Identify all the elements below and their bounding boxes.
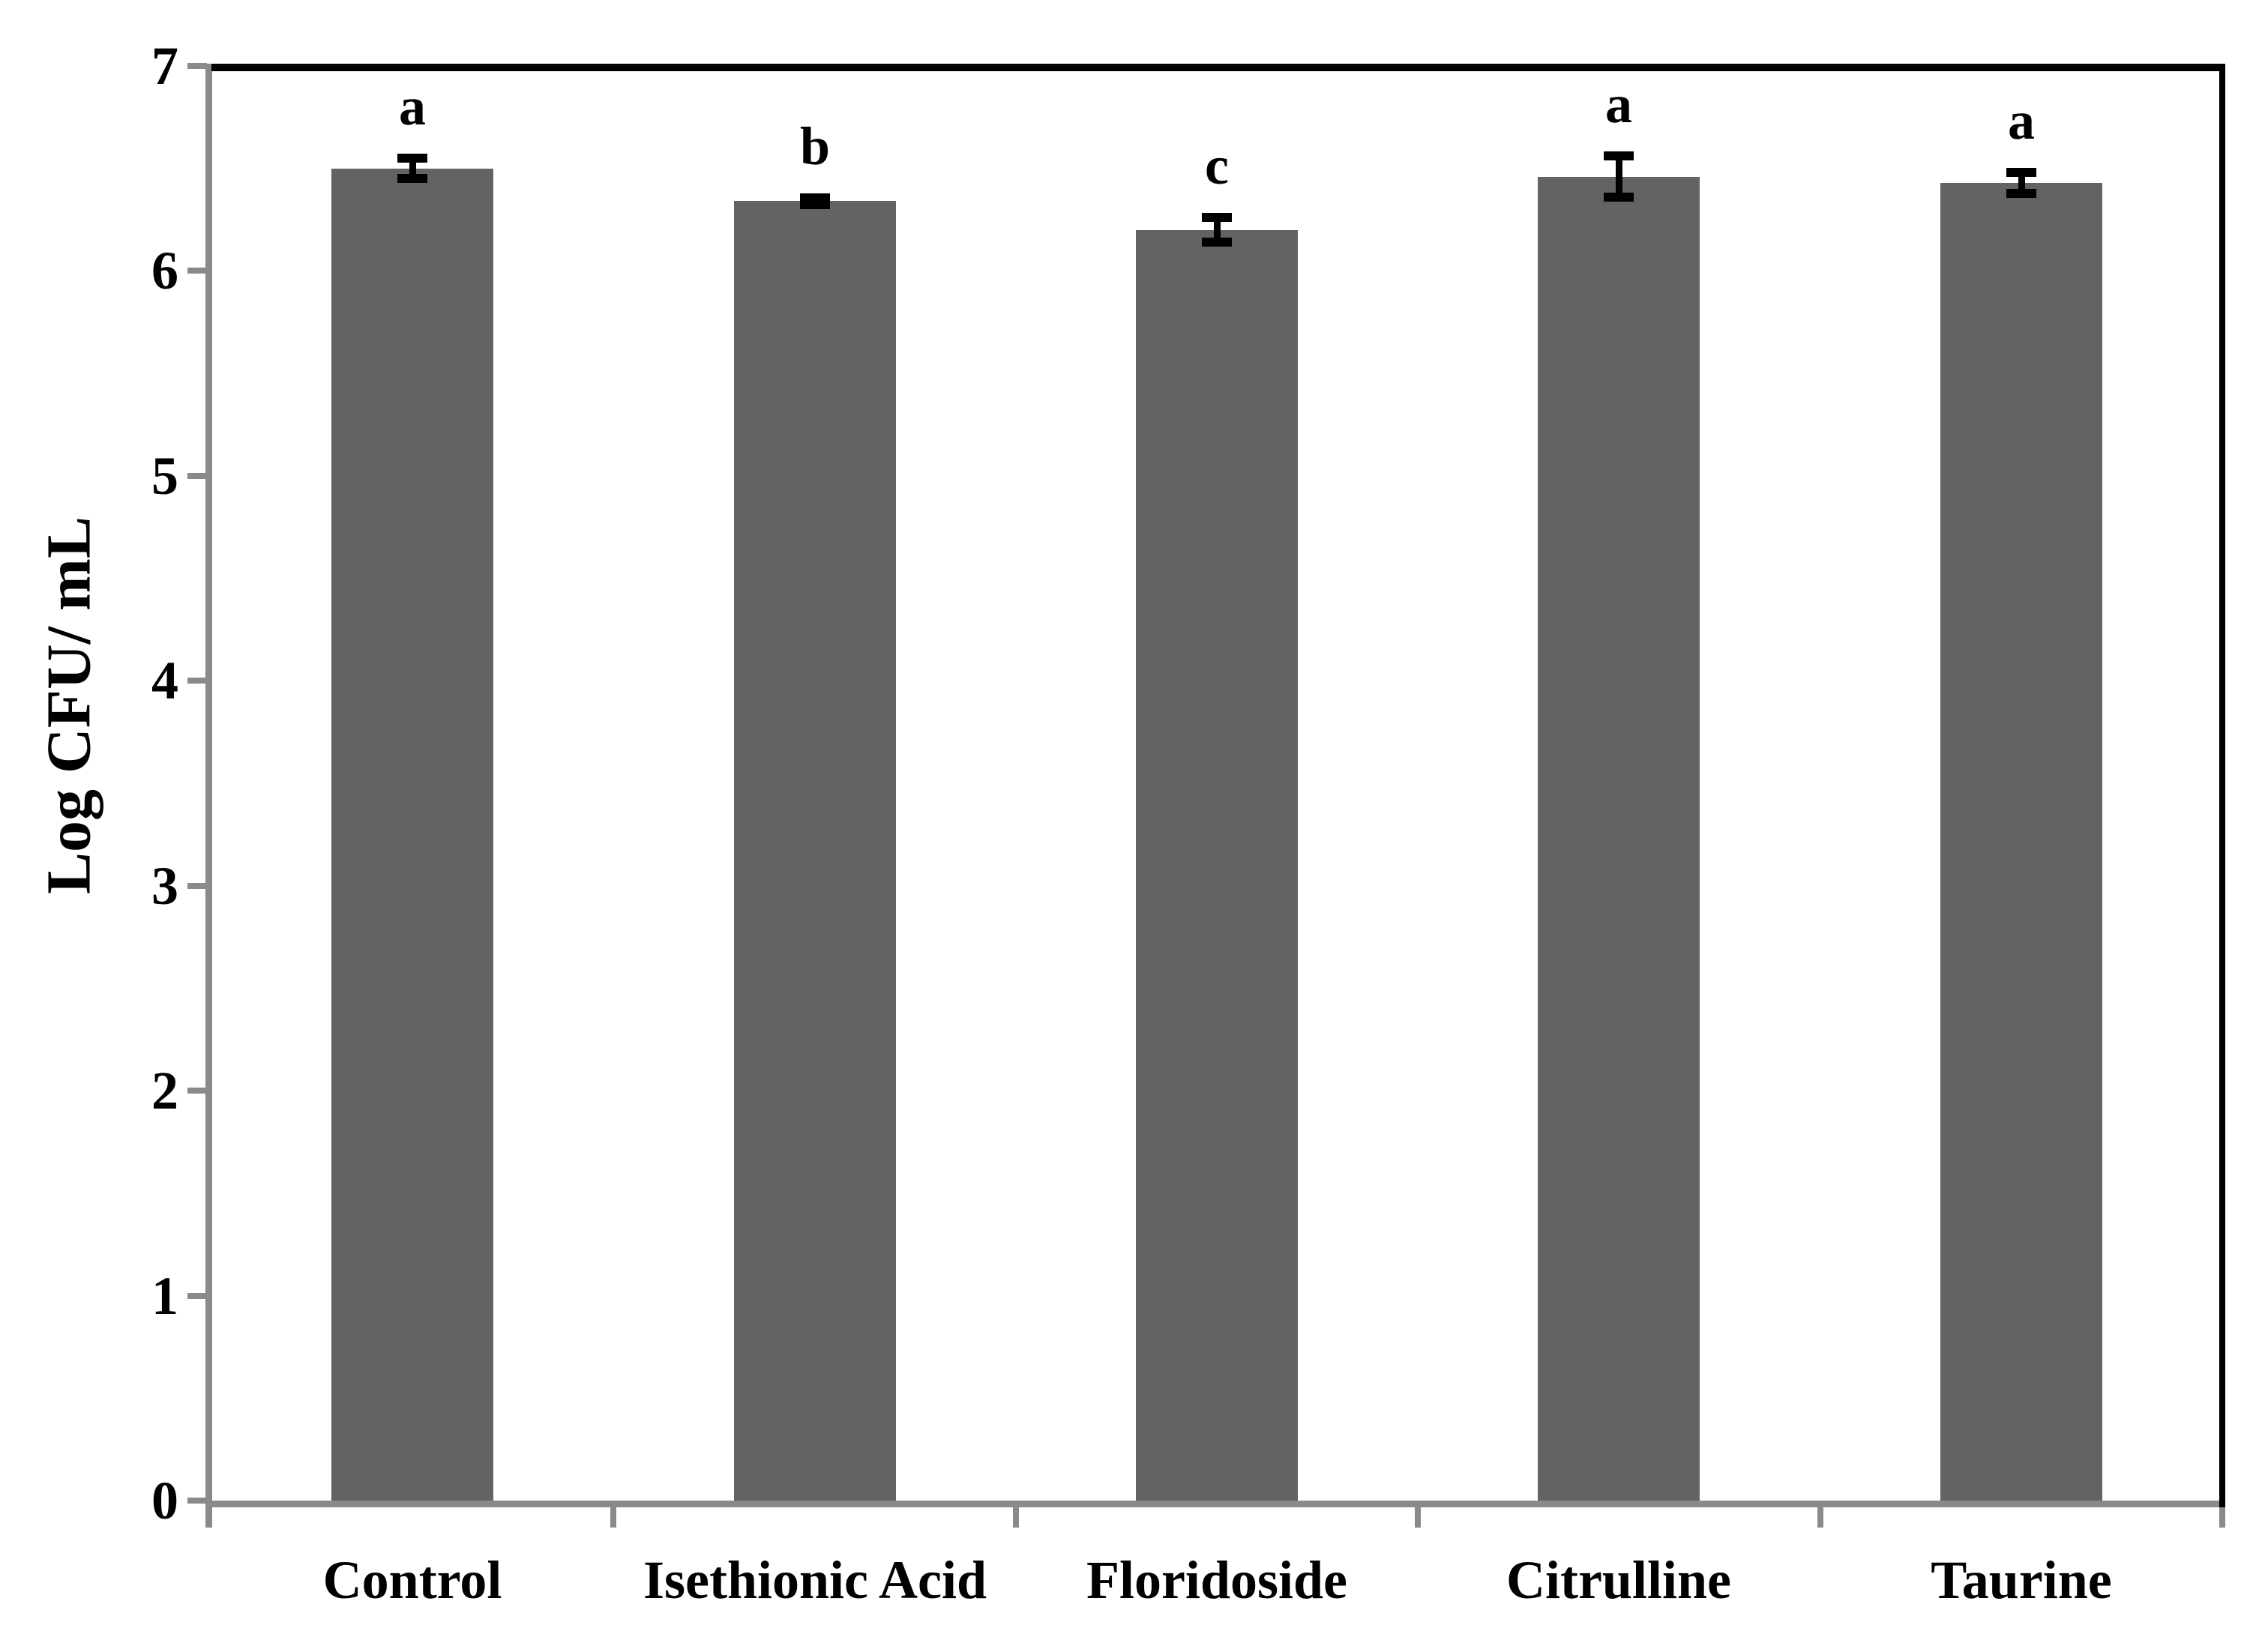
x-tick-label: Isethionic Acid (643, 1550, 987, 1610)
bar-citrulline (1538, 177, 1700, 1501)
error-bar-line (409, 158, 416, 178)
error-bar-cap-bottom (397, 174, 427, 183)
y-tick-label: 4 (151, 651, 178, 711)
error-bar-cap-bottom (1202, 238, 1232, 247)
y-tick (187, 473, 207, 479)
x-tick (2219, 1507, 2225, 1528)
y-tick-label: 0 (151, 1471, 178, 1531)
sig-letter: a (2008, 91, 2035, 151)
bar-isethionic-acid (734, 201, 896, 1501)
y-axis-line (205, 64, 212, 1528)
x-tick (1817, 1507, 1823, 1528)
y-tick-label: 5 (151, 446, 178, 506)
error-bar-cap-bottom (2006, 189, 2036, 198)
y-tick (187, 63, 207, 69)
sig-letter: b (799, 116, 831, 176)
x-tick-label: Control (322, 1550, 502, 1610)
bar-control (331, 169, 493, 1501)
error-bar-line (1616, 156, 1622, 197)
error-bar-line (2018, 172, 2025, 193)
error-bar-cap-top (2006, 168, 2036, 177)
y-tick (187, 883, 207, 889)
x-tick-label: Citrulline (1506, 1550, 1731, 1610)
plot-right-border (2219, 64, 2225, 1507)
y-tick-label: 6 (151, 241, 178, 301)
x-tick-label: Floridoside (1086, 1550, 1348, 1610)
error-bar-cap-bottom (1604, 193, 1634, 202)
y-tick-label: 3 (151, 856, 178, 916)
plot-top-border (211, 64, 2225, 71)
y-tick (187, 1088, 207, 1094)
x-tick (1415, 1507, 1421, 1528)
y-tick (187, 268, 207, 274)
sig-letter: a (399, 76, 426, 136)
y-tick (187, 1293, 207, 1299)
x-tick-label: Taurine (1931, 1550, 2112, 1610)
sig-letter: c (1205, 136, 1229, 196)
error-bar-cap-top (397, 154, 427, 163)
x-tick (1013, 1507, 1019, 1528)
error-bar-cap-bottom (800, 200, 830, 209)
sig-letter: a (1605, 74, 1632, 134)
y-tick-label: 2 (151, 1061, 178, 1121)
error-bar-cap-top (1604, 151, 1634, 160)
x-tick (610, 1507, 616, 1528)
bar-taurine (1940, 183, 2102, 1501)
y-tick-label: 7 (151, 36, 178, 96)
y-tick (187, 678, 207, 684)
y-tick-label: 1 (151, 1266, 178, 1326)
x-axis-line (205, 1501, 2225, 1507)
error-bar-cap-top (1202, 213, 1232, 222)
y-tick (187, 1498, 207, 1504)
bar-floridoside (1136, 230, 1298, 1501)
error-bar-line (1214, 217, 1221, 242)
